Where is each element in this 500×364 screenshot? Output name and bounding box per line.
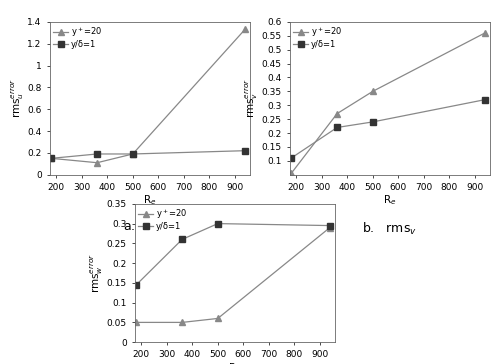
y$^+$=20 [94,161,100,165]
y/δ=1 [327,223,333,228]
Line: y$^+$=20: y$^+$=20 [134,225,332,325]
y/δ=1 [482,98,488,102]
y$^+$=20 [370,89,376,94]
Text: b.   rms$_v$: b. rms$_v$ [362,221,418,237]
y$^+$=20 [334,111,340,116]
Text: a.   rms$_u$: a. rms$_u$ [122,221,178,235]
Line: y/δ=1: y/δ=1 [288,97,488,161]
Line: y$^+$=20: y$^+$=20 [288,30,488,176]
Line: y$^+$=20: y$^+$=20 [48,27,248,166]
y$^+$=20 [179,320,185,325]
Legend: y$^+$=20, y/δ=1: y$^+$=20, y/δ=1 [138,206,188,232]
y/δ=1 [134,283,140,287]
X-axis label: R$_e$: R$_e$ [228,361,241,364]
y/δ=1 [94,152,100,156]
y/δ=1 [288,156,294,160]
Y-axis label: rms$_u^{error}$: rms$_u^{error}$ [10,78,26,118]
y$^+$=20 [288,171,294,175]
y$^+$=20 [134,320,140,325]
Y-axis label: rms$_v^{error}$: rms$_v^{error}$ [244,78,260,118]
Y-axis label: rms$_w^{error}$: rms$_w^{error}$ [89,253,105,293]
y$^+$=20 [482,31,488,35]
Line: y/δ=1: y/δ=1 [48,148,248,161]
X-axis label: R$_e$: R$_e$ [384,193,396,207]
y$^+$=20 [215,316,221,321]
Legend: y$^+$=20, y/δ=1: y$^+$=20, y/δ=1 [292,24,343,50]
y/δ=1 [48,156,54,161]
Line: y/δ=1: y/δ=1 [134,221,332,288]
y$^+$=20 [48,156,54,161]
X-axis label: R$_e$: R$_e$ [144,193,156,207]
y/δ=1 [370,120,376,124]
y$^+$=20 [130,152,136,156]
y/δ=1 [334,125,340,130]
y/δ=1 [242,149,248,153]
y/δ=1 [130,152,136,156]
y/δ=1 [215,221,221,226]
y/δ=1 [179,237,185,242]
y$^+$=20 [242,27,248,32]
Legend: y$^+$=20, y/δ=1: y$^+$=20, y/δ=1 [52,24,103,50]
y$^+$=20 [327,225,333,230]
